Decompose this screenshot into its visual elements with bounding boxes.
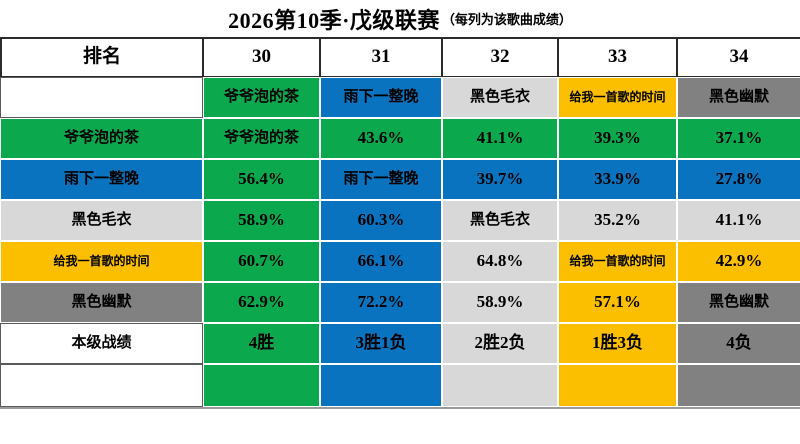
match-cell-r3c34: 41.1% xyxy=(677,200,800,241)
song-header-col34: 黑色幽默 xyxy=(677,77,800,118)
league-result-table: 排名 30 31 32 33 34 爷爷泡的茶 雨下一整晚 黑色毛衣 给我一首歌… xyxy=(0,37,800,409)
match-cell-r4c33: 给我一首歌的时间 xyxy=(558,241,677,282)
match-cell-r5c34: 黑色幽默 xyxy=(677,282,800,323)
league-title: 2026第10季·戊级联赛 xyxy=(228,7,440,33)
page-title: 2026第10季·戊级联赛 （每列为该歌曲成绩） xyxy=(0,0,800,37)
col-header-30: 30 xyxy=(203,37,320,77)
match-cell-r1c33: 39.3% xyxy=(558,118,677,159)
song-header-col30: 爷爷泡的茶 xyxy=(203,77,320,118)
footer-cell-c30 xyxy=(203,364,320,407)
footer-cell-c33 xyxy=(558,364,677,407)
match-cell-r5c30: 62.9% xyxy=(203,282,320,323)
summary-row-label: 本级战绩 xyxy=(0,323,203,364)
match-cell-r1c32: 41.1% xyxy=(442,118,558,159)
summary-cell-c34: 4负 xyxy=(677,323,800,364)
col-header-34: 34 xyxy=(677,37,800,77)
row-label-song4: 给我一首歌的时间 xyxy=(0,241,203,282)
match-cell-r1c34: 37.1% xyxy=(677,118,800,159)
row-label-song2: 雨下一整晚 xyxy=(0,159,203,200)
footer-cell-c31 xyxy=(320,364,442,407)
row-label-song5: 黑色幽默 xyxy=(0,282,203,323)
match-cell-r2c32: 39.7% xyxy=(442,159,558,200)
match-cell-r2c30: 56.4% xyxy=(203,159,320,200)
match-cell-r2c31: 雨下一整晚 xyxy=(320,159,442,200)
footer-cell-c34 xyxy=(677,364,800,407)
summary-cell-c32: 2胜2负 xyxy=(442,323,558,364)
footer-empty-label xyxy=(0,364,203,407)
rank-header: 排名 xyxy=(0,37,203,77)
row-label-song1: 爷爷泡的茶 xyxy=(0,118,203,159)
league-title-note: （每列为该歌曲成绩） xyxy=(441,12,572,27)
match-cell-r3c33: 35.2% xyxy=(558,200,677,241)
match-cell-r5c31: 72.2% xyxy=(320,282,442,323)
match-cell-r4c32: 64.8% xyxy=(442,241,558,282)
match-cell-r2c34: 27.8% xyxy=(677,159,800,200)
song-header-col31: 雨下一整晚 xyxy=(320,77,442,118)
match-cell-r3c30: 58.9% xyxy=(203,200,320,241)
match-cell-r2c33: 33.9% xyxy=(558,159,677,200)
song-header-col33: 给我一首歌的时间 xyxy=(558,77,677,118)
match-cell-r1c31: 43.6% xyxy=(320,118,442,159)
summary-cell-c30: 4胜 xyxy=(203,323,320,364)
match-cell-r1c30: 爷爷泡的茶 xyxy=(203,118,320,159)
col-header-31: 31 xyxy=(320,37,442,77)
match-cell-r3c31: 60.3% xyxy=(320,200,442,241)
match-cell-r5c32: 58.9% xyxy=(442,282,558,323)
row-label-song3: 黑色毛衣 xyxy=(0,200,203,241)
match-cell-r4c31: 66.1% xyxy=(320,241,442,282)
summary-cell-c33: 1胜3负 xyxy=(558,323,677,364)
song-header-col32: 黑色毛衣 xyxy=(442,77,558,118)
match-cell-r4c30: 60.7% xyxy=(203,241,320,282)
summary-cell-c31: 3胜1负 xyxy=(320,323,442,364)
corner-empty-cell xyxy=(0,77,203,118)
match-cell-r5c33: 57.1% xyxy=(558,282,677,323)
col-header-33: 33 xyxy=(558,37,677,77)
match-cell-r4c34: 42.9% xyxy=(677,241,800,282)
footer-cell-c32 xyxy=(442,364,558,407)
match-cell-r3c32: 黑色毛衣 xyxy=(442,200,558,241)
col-header-32: 32 xyxy=(442,37,558,77)
